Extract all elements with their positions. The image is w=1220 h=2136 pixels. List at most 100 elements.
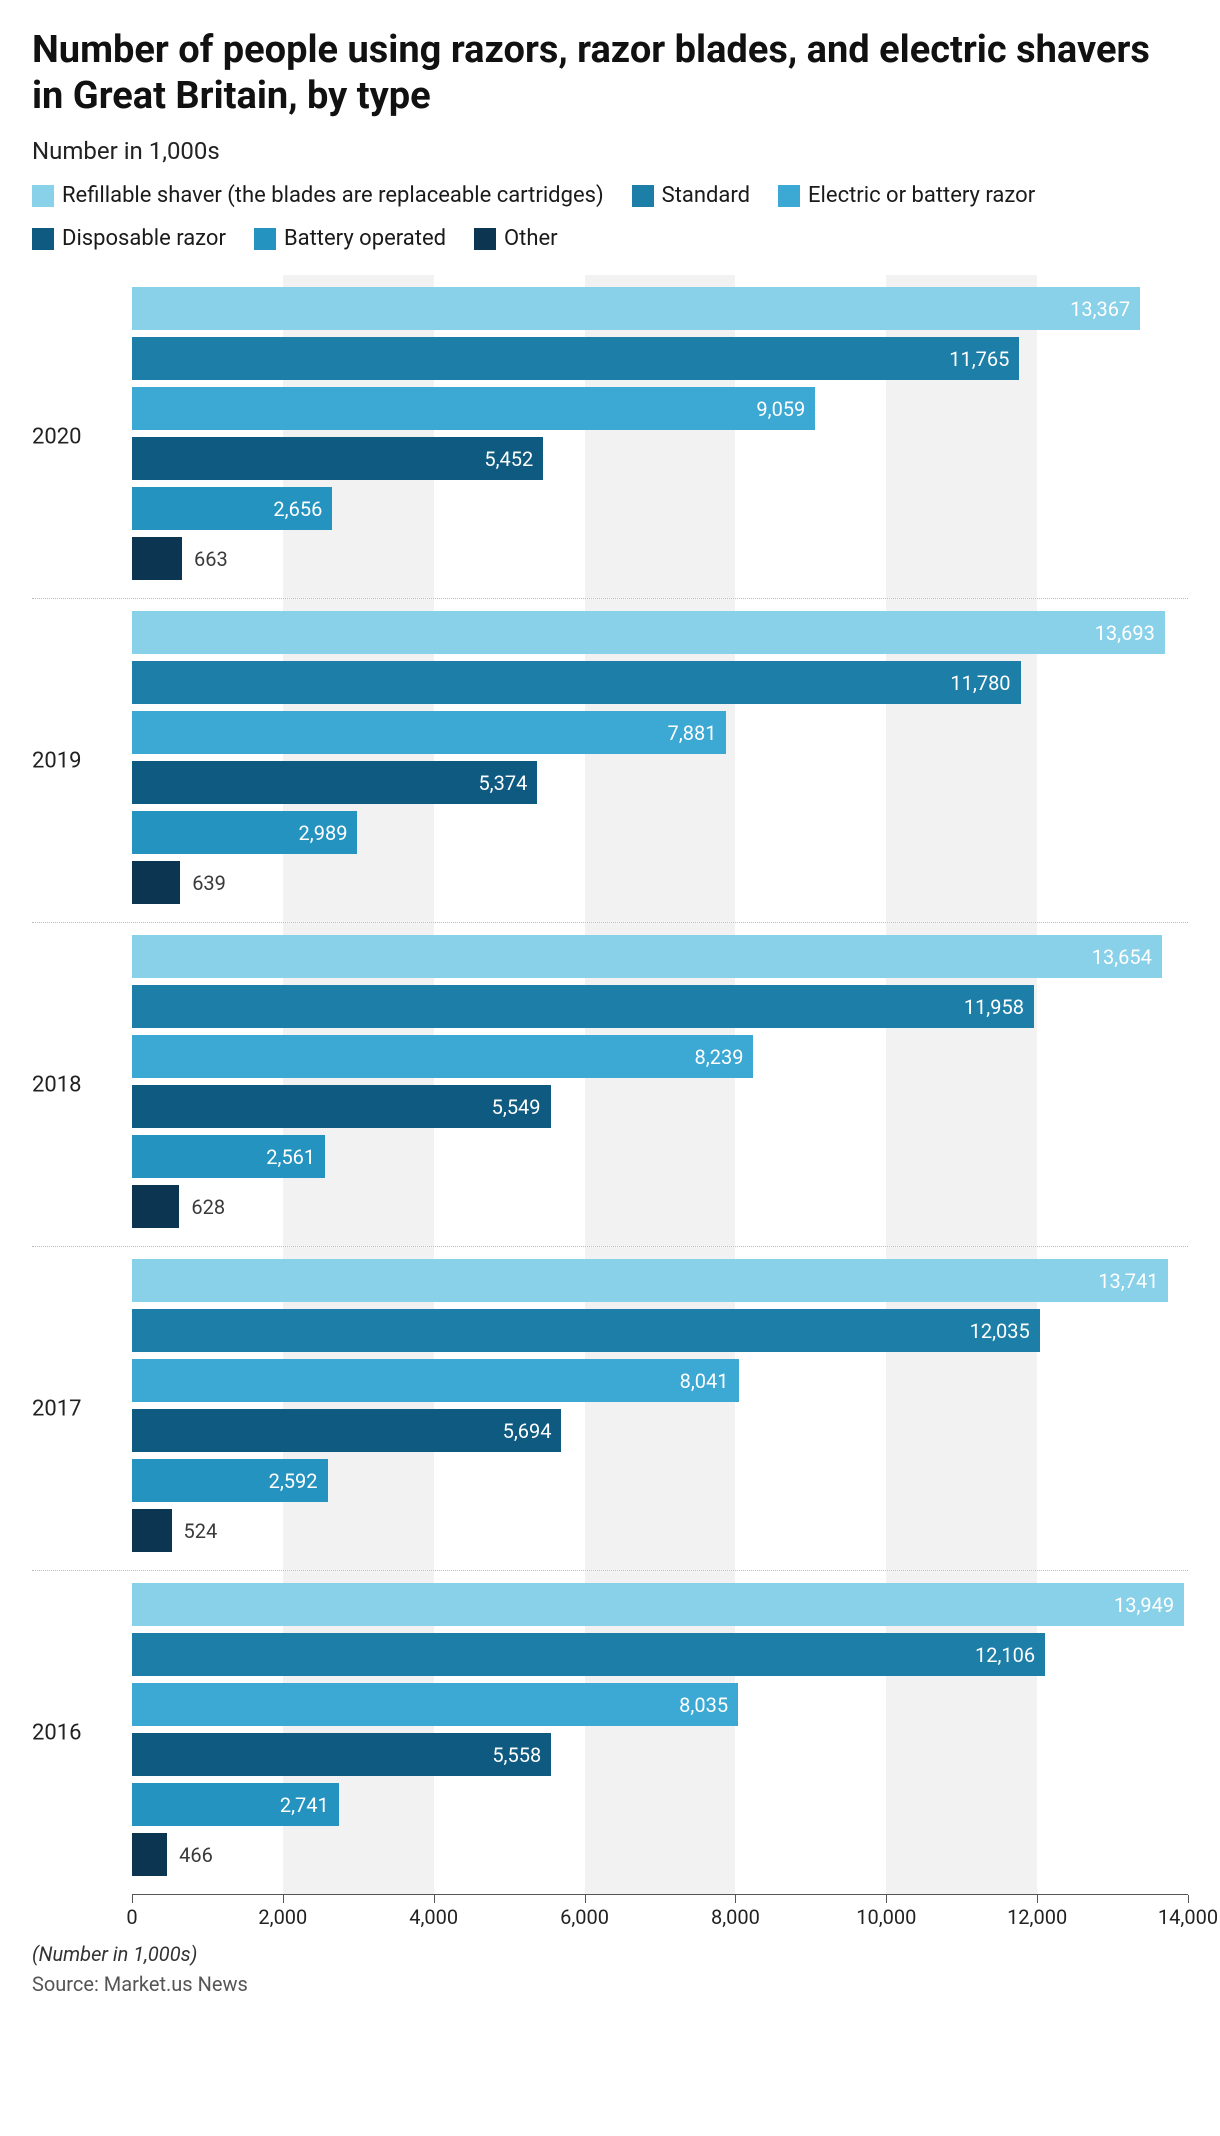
bar-value-label: 2,561 [266,1145,315,1169]
bar-value-label: 8,041 [680,1369,729,1393]
bars-wrap: 13,94912,1068,0355,5582,741466 [132,1583,1188,1876]
legend-item: Battery operated [254,226,446,251]
bar: 2,561 [132,1135,325,1178]
bar: 5,549 [132,1085,551,1128]
bar-value-label: 12,035 [970,1319,1030,1343]
bar-value-label: 13,367 [1070,297,1130,321]
x-tick [132,1895,133,1903]
bar: 9,059 [132,387,815,430]
bar-value-label: 11,765 [949,347,1009,371]
x-tick-label: 0 [126,1905,137,1929]
bar-row: 5,558 [132,1733,1188,1776]
bar-value-label: 5,549 [492,1095,541,1119]
bar-value-label: 5,374 [478,771,527,795]
bar-value-label: 12,106 [975,1643,1035,1667]
bar-row: 2,592 [132,1459,1188,1502]
legend-item: Electric or battery razor [778,183,1035,208]
bar-value-label: 2,989 [299,821,348,845]
bar-row: 9,059 [132,387,1188,430]
bar-value-label: 13,741 [1098,1269,1158,1293]
bar: 5,452 [132,437,543,480]
bar: 2,592 [132,1459,328,1502]
bar-row: 2,989 [132,811,1188,854]
bar-row: 2,656 [132,487,1188,530]
chart-subtitle: Number in 1,000s [32,137,1188,165]
legend-swatch [778,185,800,207]
y-axis-label: 2019 [32,748,122,773]
legend-label: Battery operated [284,226,446,251]
bar-value-label: 5,452 [484,447,533,471]
bar-value-label: 7,881 [668,721,717,745]
bar-value-label: 9,059 [756,397,805,421]
bars-wrap: 13,654 11,958 8,239 5,549 2,561 628 [132,935,1188,1228]
y-axis-label: 2020 [32,424,122,449]
x-tick [886,1895,887,1903]
bar: 8,239 [132,1035,753,1078]
legend-swatch [32,185,54,207]
bars-wrap: 13,741 12,035 8,041 5,694 2,592 524 [132,1259,1188,1552]
bar: 2,989 [132,811,357,854]
bar-row: 13,367 [132,287,1188,330]
x-tick [1037,1895,1038,1903]
legend-label: Refillable shaver (the blades are replac… [62,183,604,208]
y-axis-label: 2016 [32,1720,122,1745]
bar-value-label: 13,654 [1092,945,1152,969]
legend-item: Standard [632,183,750,208]
bar-value-label: 2,656 [273,497,322,521]
bar-value-label: 2,592 [269,1469,318,1493]
bar-row: 11,765 [132,337,1188,380]
x-tick-label: 6,000 [560,1905,609,1929]
bar-value-label: 5,558 [492,1743,541,1767]
legend-item: Other [474,226,558,251]
bar: 13,949 [132,1583,1184,1626]
bar: 2,656 [132,487,332,530]
legend-swatch [632,185,654,207]
bar-value-label: 5,694 [503,1419,552,1443]
bar-value-label: 8,035 [679,1693,728,1717]
bar [132,1833,167,1876]
x-axis: 02,0004,0006,0008,00010,00012,00014,000 [132,1894,1188,1934]
x-tick-label: 2,000 [258,1905,307,1929]
x-tick [283,1895,284,1903]
x-tick [434,1895,435,1903]
bar [132,1185,179,1228]
bar: 11,765 [132,337,1019,380]
bar-row: 2,741 [132,1783,1188,1826]
legend-swatch [254,228,276,250]
bar-row: 11,958 [132,985,1188,1028]
bar-row: 5,549 [132,1085,1188,1128]
bar: 13,367 [132,287,1140,330]
bar-value-label: 663 [194,547,228,571]
chart-legend: Refillable shaver (the blades are replac… [32,183,1132,251]
legend-swatch [474,228,496,250]
bar: 5,558 [132,1733,551,1776]
x-tick-label: 4,000 [409,1905,458,1929]
chart-plot-area: 2020 13,367 11,765 9,059 5,452 2,656 663 2019 13… [32,275,1188,1894]
bar-row: 7,881 [132,711,1188,754]
footnote: (Number in 1,000s) [32,1942,1188,1966]
bar: 13,741 [132,1259,1168,1302]
chart-title: Number of people using razors, razor bla… [32,28,1188,119]
bar-row: 524 [132,1509,1188,1552]
bar-row: 13,949 [132,1583,1188,1626]
bar-value-label: 628 [191,1195,225,1219]
bar-row: 8,041 [132,1359,1188,1402]
year-group: 201813,65411,9588,2395,5492,561628 [32,922,1188,1246]
year-group: 201713,74112,0358,0415,6942,592524 [32,1246,1188,1570]
source: Source: Market.us News [32,1972,1188,1996]
bars-wrap: 13,69311,7807,8815,3742,989639 [132,611,1188,904]
bar: 11,958 [132,985,1034,1028]
legend-label: Disposable razor [62,226,226,251]
x-tick-label: 12,000 [1007,1905,1067,1929]
bar-row: 12,035 [132,1309,1188,1352]
bar: 2,741 [132,1783,339,1826]
bar-row: 628 [132,1185,1188,1228]
year-group: 2020 13,367 11,765 9,059 5,452 2,656 663 [32,275,1188,598]
bar: 8,035 [132,1683,738,1726]
x-tick-label: 14,000 [1158,1905,1218,1929]
bar-row: 13,654 [132,935,1188,978]
x-tick [735,1895,736,1903]
bar-row: 11,780 [132,661,1188,704]
bar: 12,035 [132,1309,1040,1352]
bar-row: 13,693 [132,611,1188,654]
